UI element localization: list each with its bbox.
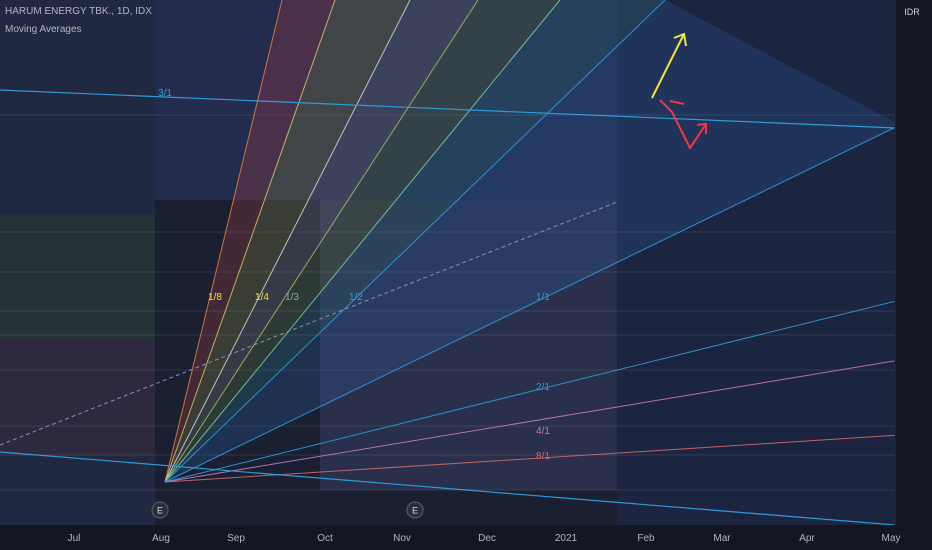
gann-fan: 1/8 1/4 1/3 1/2 1/1 2/1 3/1 4/1 8/1 [0,0,895,525]
zone-future [617,0,895,525]
fan-ray [164,0,666,483]
fan-ray [164,300,895,483]
fan-ray [164,0,561,483]
symbol-title[interactable]: HARUM ENERGY TBK., 1D, IDX [5,6,152,17]
zone-green [0,215,155,340]
time-tick-label: Sep [227,533,245,544]
lower-trendline [0,451,895,525]
dashed-trendline [0,201,618,446]
zone-purple [0,340,155,455]
time-tick-label: Nov [393,533,411,544]
fan-ray [164,126,895,483]
time-tick-label: Feb [637,533,655,544]
fan-label: 1/1 [536,292,550,303]
time-tick-label: 2021 [555,533,578,544]
fan-label: 1/3 [285,292,299,303]
fan-ray [164,0,479,483]
earnings-marker-label: E [157,506,163,516]
bearish-arrow [659,99,707,150]
price-levels [0,114,895,491]
fan-label: 8/1 [536,451,550,462]
time-tick-label: Aug [152,533,170,544]
fan-label: 1/2 [349,292,363,303]
time-tick-label: Jul [68,533,81,544]
fan-label: 3/1 [158,88,172,99]
bullish-arrow [651,32,687,99]
zone-range [320,200,617,490]
fan-label: 2/1 [536,382,550,393]
earnings-marker-label: E [412,506,418,516]
fan-ray [164,434,895,483]
fan-ray [164,0,336,483]
fan-label: 1/4 [255,292,269,303]
time-tick-label: Dec [478,533,496,544]
time-axis [0,525,932,550]
fan-ray [164,0,411,483]
price-axis [895,0,932,550]
time-tick-label: Mar [713,533,731,544]
fan-ray [164,0,283,483]
fan-label: 4/1 [536,426,550,437]
time-tick-label: Oct [317,533,333,544]
fan-label: 1/8 [208,292,222,303]
upper-trendline [0,89,895,129]
projection-arrows [651,32,707,150]
time-tick-label: Apr [799,533,815,544]
earnings-marker [151,501,169,519]
time-tick-label: May [882,533,901,544]
currency-label: IDR [904,7,920,17]
fan-ray [164,360,895,483]
earnings-marker [406,501,424,519]
indicator-label[interactable]: Moving Averages [5,24,82,35]
